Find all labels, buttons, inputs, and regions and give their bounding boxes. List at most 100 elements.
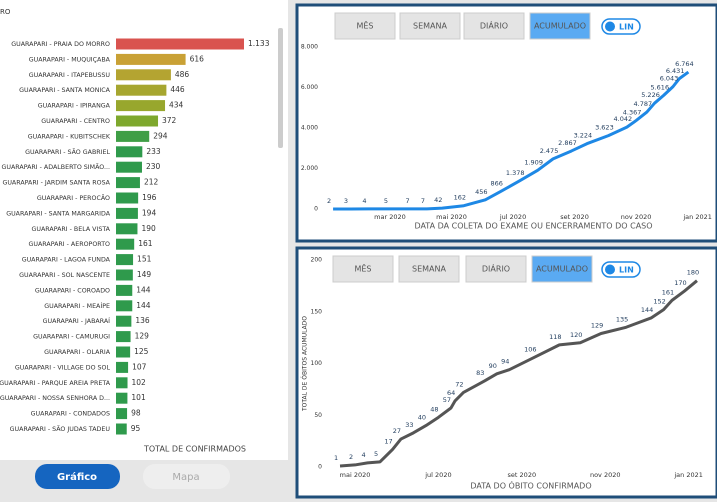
- point-label: 162: [454, 194, 466, 202]
- tab-button[interactable]: [531, 255, 593, 283]
- point-label: 456: [475, 188, 487, 196]
- bar[interactable]: [116, 269, 133, 281]
- tab-button[interactable]: [398, 255, 460, 283]
- y-tick-label: 8.000: [301, 44, 318, 51]
- category-label: GUARAPARI - SOL NASCENTE: [19, 272, 110, 279]
- x-tick-label: jul 2020: [499, 213, 526, 221]
- value-label: 107: [132, 362, 147, 371]
- bar[interactable]: [116, 130, 150, 142]
- point-label: 94: [501, 358, 509, 366]
- toggle-label[interactable]: LIN: [619, 266, 634, 275]
- y-tick-label: 100: [311, 360, 323, 367]
- tab-label[interactable]: DIÁRIO: [480, 20, 508, 31]
- bar[interactable]: [116, 423, 127, 435]
- bar[interactable]: [116, 346, 131, 358]
- y-tick-label: 50: [314, 412, 322, 419]
- grafico-label[interactable]: Gráfico: [57, 471, 97, 483]
- value-label: 212: [144, 178, 159, 187]
- bar[interactable]: [116, 38, 244, 50]
- scrollbar[interactable]: [278, 28, 283, 148]
- x-tick-label: mar 2020: [374, 213, 406, 221]
- toggle-label[interactable]: LIN: [619, 23, 634, 32]
- x-tick-label: jul 2020: [424, 471, 451, 479]
- value-label: 194: [142, 208, 157, 217]
- y-axis-title: TOTAL DE ÓBITOS ACUMULADO: [302, 316, 309, 412]
- tab-label[interactable]: SEMANA: [412, 265, 446, 274]
- x-tick-label: set 2020: [508, 471, 537, 479]
- tab-button[interactable]: [334, 12, 396, 40]
- bar[interactable]: [116, 100, 166, 112]
- bar[interactable]: [116, 331, 131, 343]
- toggle-knob[interactable]: [605, 21, 615, 32]
- category-label: GUARAPARI - CAMURUGI: [33, 334, 110, 341]
- bar[interactable]: [116, 207, 138, 219]
- value-label: 161: [138, 239, 153, 248]
- category-label: GUARAPARI - CENTRO: [41, 118, 110, 125]
- x-tick-label: jan 2021: [673, 471, 703, 479]
- point-label: 5: [384, 197, 388, 205]
- bar[interactable]: [116, 377, 128, 389]
- tab-label[interactable]: MÊS: [354, 263, 371, 274]
- value-label: 144: [136, 285, 151, 294]
- category-label: GUARAPARI - LAGOA FUNDA: [22, 257, 111, 264]
- point-label: 180: [687, 269, 699, 277]
- bar[interactable]: [116, 361, 129, 373]
- point-label: 57: [443, 396, 451, 404]
- bar[interactable]: [116, 254, 134, 266]
- point-label: 120: [570, 331, 582, 339]
- point-label: 4.367: [623, 109, 642, 117]
- bar[interactable]: [116, 392, 128, 404]
- bar[interactable]: [116, 115, 159, 127]
- x-tick-label: mai 2020: [436, 213, 467, 221]
- y-tick-label: 2.000: [301, 165, 318, 172]
- tab-button[interactable]: [529, 12, 591, 40]
- tab-button[interactable]: [399, 12, 461, 40]
- tab-label[interactable]: ACUMULADO: [536, 265, 588, 274]
- bar[interactable]: [116, 284, 133, 296]
- mapa-button[interactable]: [143, 464, 230, 489]
- category-label: GUARAPARI - PEROCÃO: [37, 193, 110, 202]
- y-tick-label: 0: [318, 464, 322, 471]
- toggle-knob[interactable]: [605, 264, 615, 275]
- value-label: 190: [141, 224, 156, 233]
- bar[interactable]: [116, 146, 143, 158]
- tab-label[interactable]: DIÁRIO: [482, 263, 510, 274]
- x-tick-label: mai 2020: [340, 471, 371, 479]
- tab-button[interactable]: [332, 255, 394, 283]
- tab-label[interactable]: MÊS: [356, 20, 373, 31]
- bar[interactable]: [116, 84, 167, 96]
- category-label: GUARAPARI - NOSSA SENHORA D...: [0, 395, 110, 402]
- tab-button[interactable]: [463, 12, 525, 40]
- point-label: 4: [362, 197, 366, 205]
- value-label: 95: [131, 424, 141, 433]
- value-label: 230: [146, 162, 161, 171]
- mapa-label[interactable]: Mapa: [172, 472, 199, 483]
- tab-label[interactable]: SEMANA: [413, 22, 447, 31]
- point-label: 64: [447, 389, 455, 397]
- value-label: 233: [146, 147, 161, 156]
- bar[interactable]: [116, 315, 132, 327]
- category-label: GUARAPARI - ADALBERTO SIMÃO...: [1, 162, 110, 171]
- bar[interactable]: [116, 192, 139, 204]
- bar[interactable]: [116, 300, 133, 312]
- bar[interactable]: [116, 69, 171, 81]
- bar[interactable]: [116, 238, 135, 250]
- point-label: 42: [434, 196, 442, 204]
- point-label: 83: [476, 369, 484, 377]
- bar[interactable]: [116, 161, 142, 173]
- bar[interactable]: [116, 408, 128, 420]
- tab-label[interactable]: ACUMULADO: [534, 22, 586, 31]
- tab-button[interactable]: [465, 255, 527, 283]
- value-label: 144: [136, 301, 151, 310]
- bar[interactable]: [116, 177, 140, 189]
- point-label: 106: [524, 345, 536, 353]
- point-label: 135: [616, 315, 628, 323]
- panel-title: RO: [0, 8, 11, 16]
- value-label: 372: [162, 116, 177, 125]
- grafico-button[interactable]: [35, 464, 120, 489]
- point-label: 144: [641, 306, 653, 314]
- bar[interactable]: [116, 53, 186, 65]
- bar[interactable]: [116, 223, 138, 235]
- category-label: GUARAPARI - SANTA MARGARIDA: [6, 210, 111, 217]
- category-label: GUARAPARI - ITAPEBUSSU: [29, 72, 111, 79]
